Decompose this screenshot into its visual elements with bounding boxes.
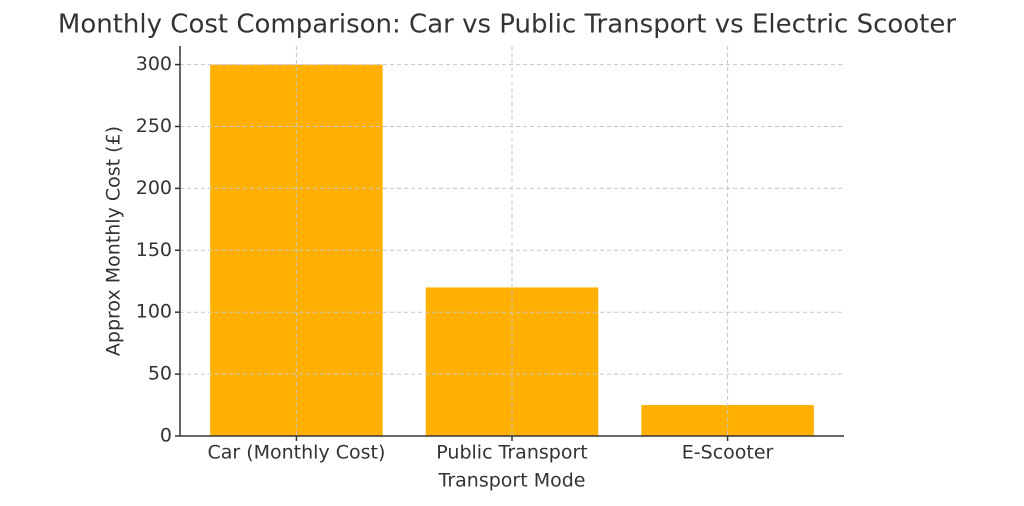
- chart-title: Monthly Cost Comparison: Car vs Public T…: [58, 10, 956, 40]
- y-tick-label: 100: [136, 301, 172, 323]
- y-tick-label: 50: [148, 363, 172, 385]
- y-tick-label: 300: [136, 53, 172, 75]
- x-axis-label: Transport Mode: [438, 470, 586, 492]
- y-tick-label: 200: [136, 177, 172, 199]
- x-tick-label: E-Scooter: [682, 442, 774, 464]
- x-tick-label: Car (Monthly Cost): [207, 442, 385, 464]
- y-tick-label: 150: [136, 239, 172, 261]
- y-tick-label: 250: [136, 115, 172, 137]
- y-tick-label: 0: [160, 425, 172, 447]
- y-axis-label: Approx Monthly Cost (£): [103, 126, 125, 356]
- x-tick-label: Public Transport: [436, 442, 587, 464]
